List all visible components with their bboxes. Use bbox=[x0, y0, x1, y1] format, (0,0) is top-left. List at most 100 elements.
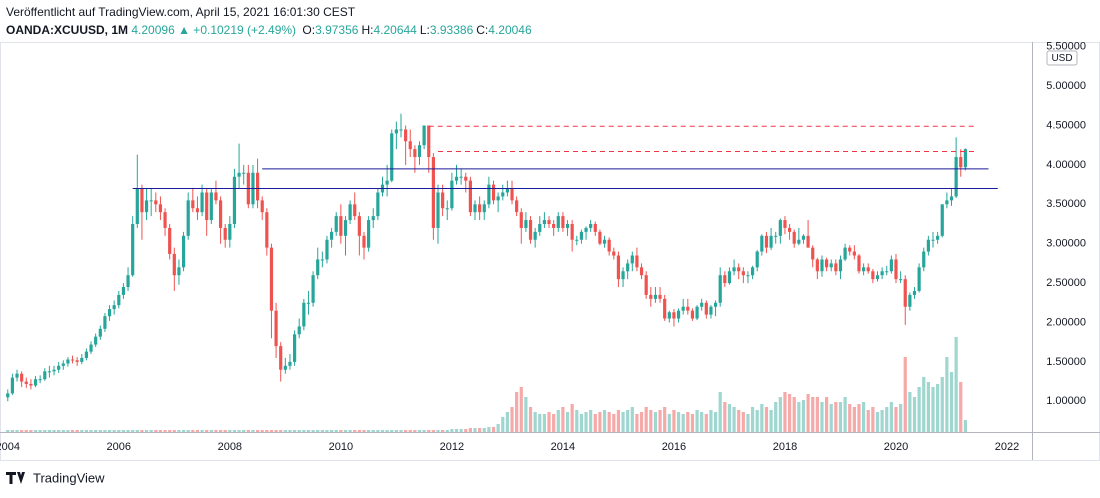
volume-bar bbox=[33, 430, 38, 432]
volume-bar bbox=[297, 430, 301, 432]
volume-bar bbox=[283, 430, 287, 432]
volume-bar bbox=[24, 430, 28, 432]
volume-bar bbox=[501, 417, 505, 432]
volume-bar bbox=[815, 397, 819, 432]
candle-body bbox=[783, 220, 787, 228]
volume-bar bbox=[940, 377, 944, 432]
volume-bar bbox=[787, 394, 792, 432]
candle-body bbox=[912, 290, 917, 295]
candle-body bbox=[242, 172, 246, 174]
candle-body bbox=[806, 235, 810, 248]
volume-bar bbox=[769, 410, 773, 432]
candle-body bbox=[704, 302, 708, 315]
candle-body bbox=[89, 344, 93, 352]
candle-body bbox=[20, 373, 24, 382]
candle-body bbox=[121, 287, 126, 295]
candle-body bbox=[464, 176, 468, 181]
candle-body bbox=[399, 129, 403, 131]
volume-bar bbox=[936, 384, 940, 432]
plot bbox=[6, 113, 998, 432]
volume-bar bbox=[797, 402, 801, 432]
candle-body bbox=[80, 357, 84, 362]
volume-bar bbox=[302, 430, 306, 432]
volume-bar bbox=[764, 407, 769, 432]
volume-bar bbox=[390, 430, 394, 432]
candle-body bbox=[348, 204, 352, 221]
candle-body bbox=[339, 216, 343, 236]
candle-body bbox=[158, 204, 163, 213]
volume-bar bbox=[70, 430, 75, 432]
volume-bar bbox=[246, 430, 250, 432]
volume-bar bbox=[542, 414, 547, 432]
volume-bar bbox=[556, 410, 560, 432]
last: 4.20096 bbox=[131, 23, 175, 37]
volume-bar bbox=[866, 410, 870, 432]
candle-body bbox=[755, 251, 759, 268]
volume-bar bbox=[251, 430, 255, 432]
x-tick-label: 2016 bbox=[662, 441, 686, 453]
candle-body bbox=[801, 235, 806, 240]
candle-body bbox=[774, 235, 778, 237]
volume-bar bbox=[889, 402, 893, 432]
volume-bar bbox=[829, 404, 833, 432]
candle-body bbox=[103, 316, 107, 329]
volume-bar bbox=[945, 357, 949, 432]
volume-bar bbox=[450, 429, 454, 432]
candle-body bbox=[131, 224, 135, 276]
candle-body bbox=[450, 180, 454, 209]
volume-bar bbox=[353, 430, 357, 432]
candle-body bbox=[528, 220, 533, 240]
volume-bar bbox=[639, 412, 644, 432]
candle-body bbox=[894, 259, 898, 280]
candle-body bbox=[441, 192, 445, 209]
x-tick-label: 2006 bbox=[107, 441, 131, 453]
candle-body bbox=[852, 251, 856, 256]
volume-bar bbox=[371, 430, 375, 432]
volume-bar bbox=[473, 428, 477, 432]
candle-body bbox=[838, 259, 843, 272]
logo: TradingView bbox=[6, 470, 105, 485]
volume-bar bbox=[89, 430, 93, 432]
volume-bar bbox=[552, 414, 556, 432]
y-tick-label: 4.00000 bbox=[1046, 159, 1086, 171]
volume-bar bbox=[926, 382, 930, 432]
volume-bar bbox=[436, 430, 440, 432]
candle-body bbox=[778, 220, 782, 236]
candle-body bbox=[635, 255, 639, 268]
candle-body bbox=[584, 227, 588, 232]
volume-bar bbox=[510, 407, 514, 432]
candle-body bbox=[417, 145, 422, 158]
volume-bar bbox=[191, 430, 195, 432]
candle-body bbox=[112, 305, 116, 310]
volume-bar bbox=[478, 428, 482, 432]
ohlc-value: 4.20046 bbox=[488, 23, 532, 37]
candle-body bbox=[718, 275, 722, 303]
candle-body bbox=[61, 363, 65, 366]
volume-bar bbox=[848, 404, 852, 432]
volume-bar bbox=[547, 412, 551, 432]
candle-body bbox=[880, 271, 884, 276]
candle-body bbox=[306, 302, 311, 304]
candle-body bbox=[144, 200, 149, 213]
candle-body bbox=[431, 157, 435, 228]
candle-body bbox=[195, 208, 200, 213]
volume-bar bbox=[579, 414, 584, 432]
volume-bar bbox=[168, 430, 172, 432]
candle-body bbox=[149, 200, 153, 202]
candle-body bbox=[570, 224, 574, 240]
candle-body bbox=[899, 279, 903, 281]
candle-body bbox=[602, 239, 607, 244]
volume-bar bbox=[922, 377, 926, 432]
candle-body bbox=[533, 231, 537, 240]
candle-body bbox=[75, 360, 79, 362]
candle-body bbox=[515, 200, 519, 213]
candle-body bbox=[792, 231, 796, 244]
candle-body bbox=[491, 184, 496, 201]
volume-bar bbox=[713, 412, 718, 432]
volume-bar bbox=[228, 430, 232, 432]
symbol: OANDA:XCUUSD, 1M bbox=[6, 23, 129, 37]
volume-bar bbox=[806, 394, 810, 432]
volume-bar bbox=[598, 412, 602, 432]
candle-body bbox=[367, 220, 371, 248]
volume-bar bbox=[487, 427, 491, 432]
